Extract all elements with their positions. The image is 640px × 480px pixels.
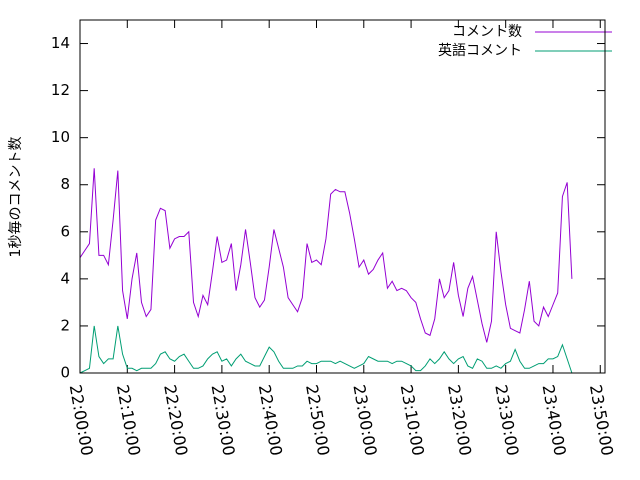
- y-tick-label: 6: [60, 222, 70, 240]
- y-tick-label: 10: [51, 128, 70, 146]
- x-tick-label: 22:20:00: [160, 383, 191, 457]
- y-tick-label: 8: [60, 175, 70, 193]
- x-tick-label: 23:40:00: [539, 383, 570, 457]
- legend-label: コメント数: [452, 24, 522, 40]
- x-tick-label: 22:40:00: [255, 383, 286, 457]
- y-tick-label: 14: [51, 34, 70, 52]
- y-tick-label: 0: [60, 364, 70, 382]
- y-tick-label: 4: [60, 269, 70, 287]
- x-tick-label: 22:50:00: [302, 383, 333, 457]
- y-tick-label: 12: [51, 81, 70, 99]
- legend-label: 英語コメント: [438, 42, 522, 59]
- x-tick-label: 22:00:00: [66, 383, 97, 457]
- series-line: [79, 168, 573, 343]
- x-tick-label: 23:30:00: [491, 383, 522, 457]
- x-tick-label: 22:10:00: [113, 383, 144, 457]
- y-axis-label: 1秒毎のコメント数: [8, 137, 24, 258]
- plot-border: [79, 19, 606, 374]
- series-line: [79, 325, 573, 374]
- x-tick-label: 23:20:00: [444, 383, 475, 457]
- x-tick-label: 23:10:00: [397, 383, 428, 457]
- x-tick-label: 22:30:00: [208, 383, 239, 457]
- y-tick-label: 2: [60, 316, 70, 334]
- x-tick-label: 23:50:00: [586, 383, 617, 457]
- x-tick-label: 23:00:00: [349, 383, 380, 457]
